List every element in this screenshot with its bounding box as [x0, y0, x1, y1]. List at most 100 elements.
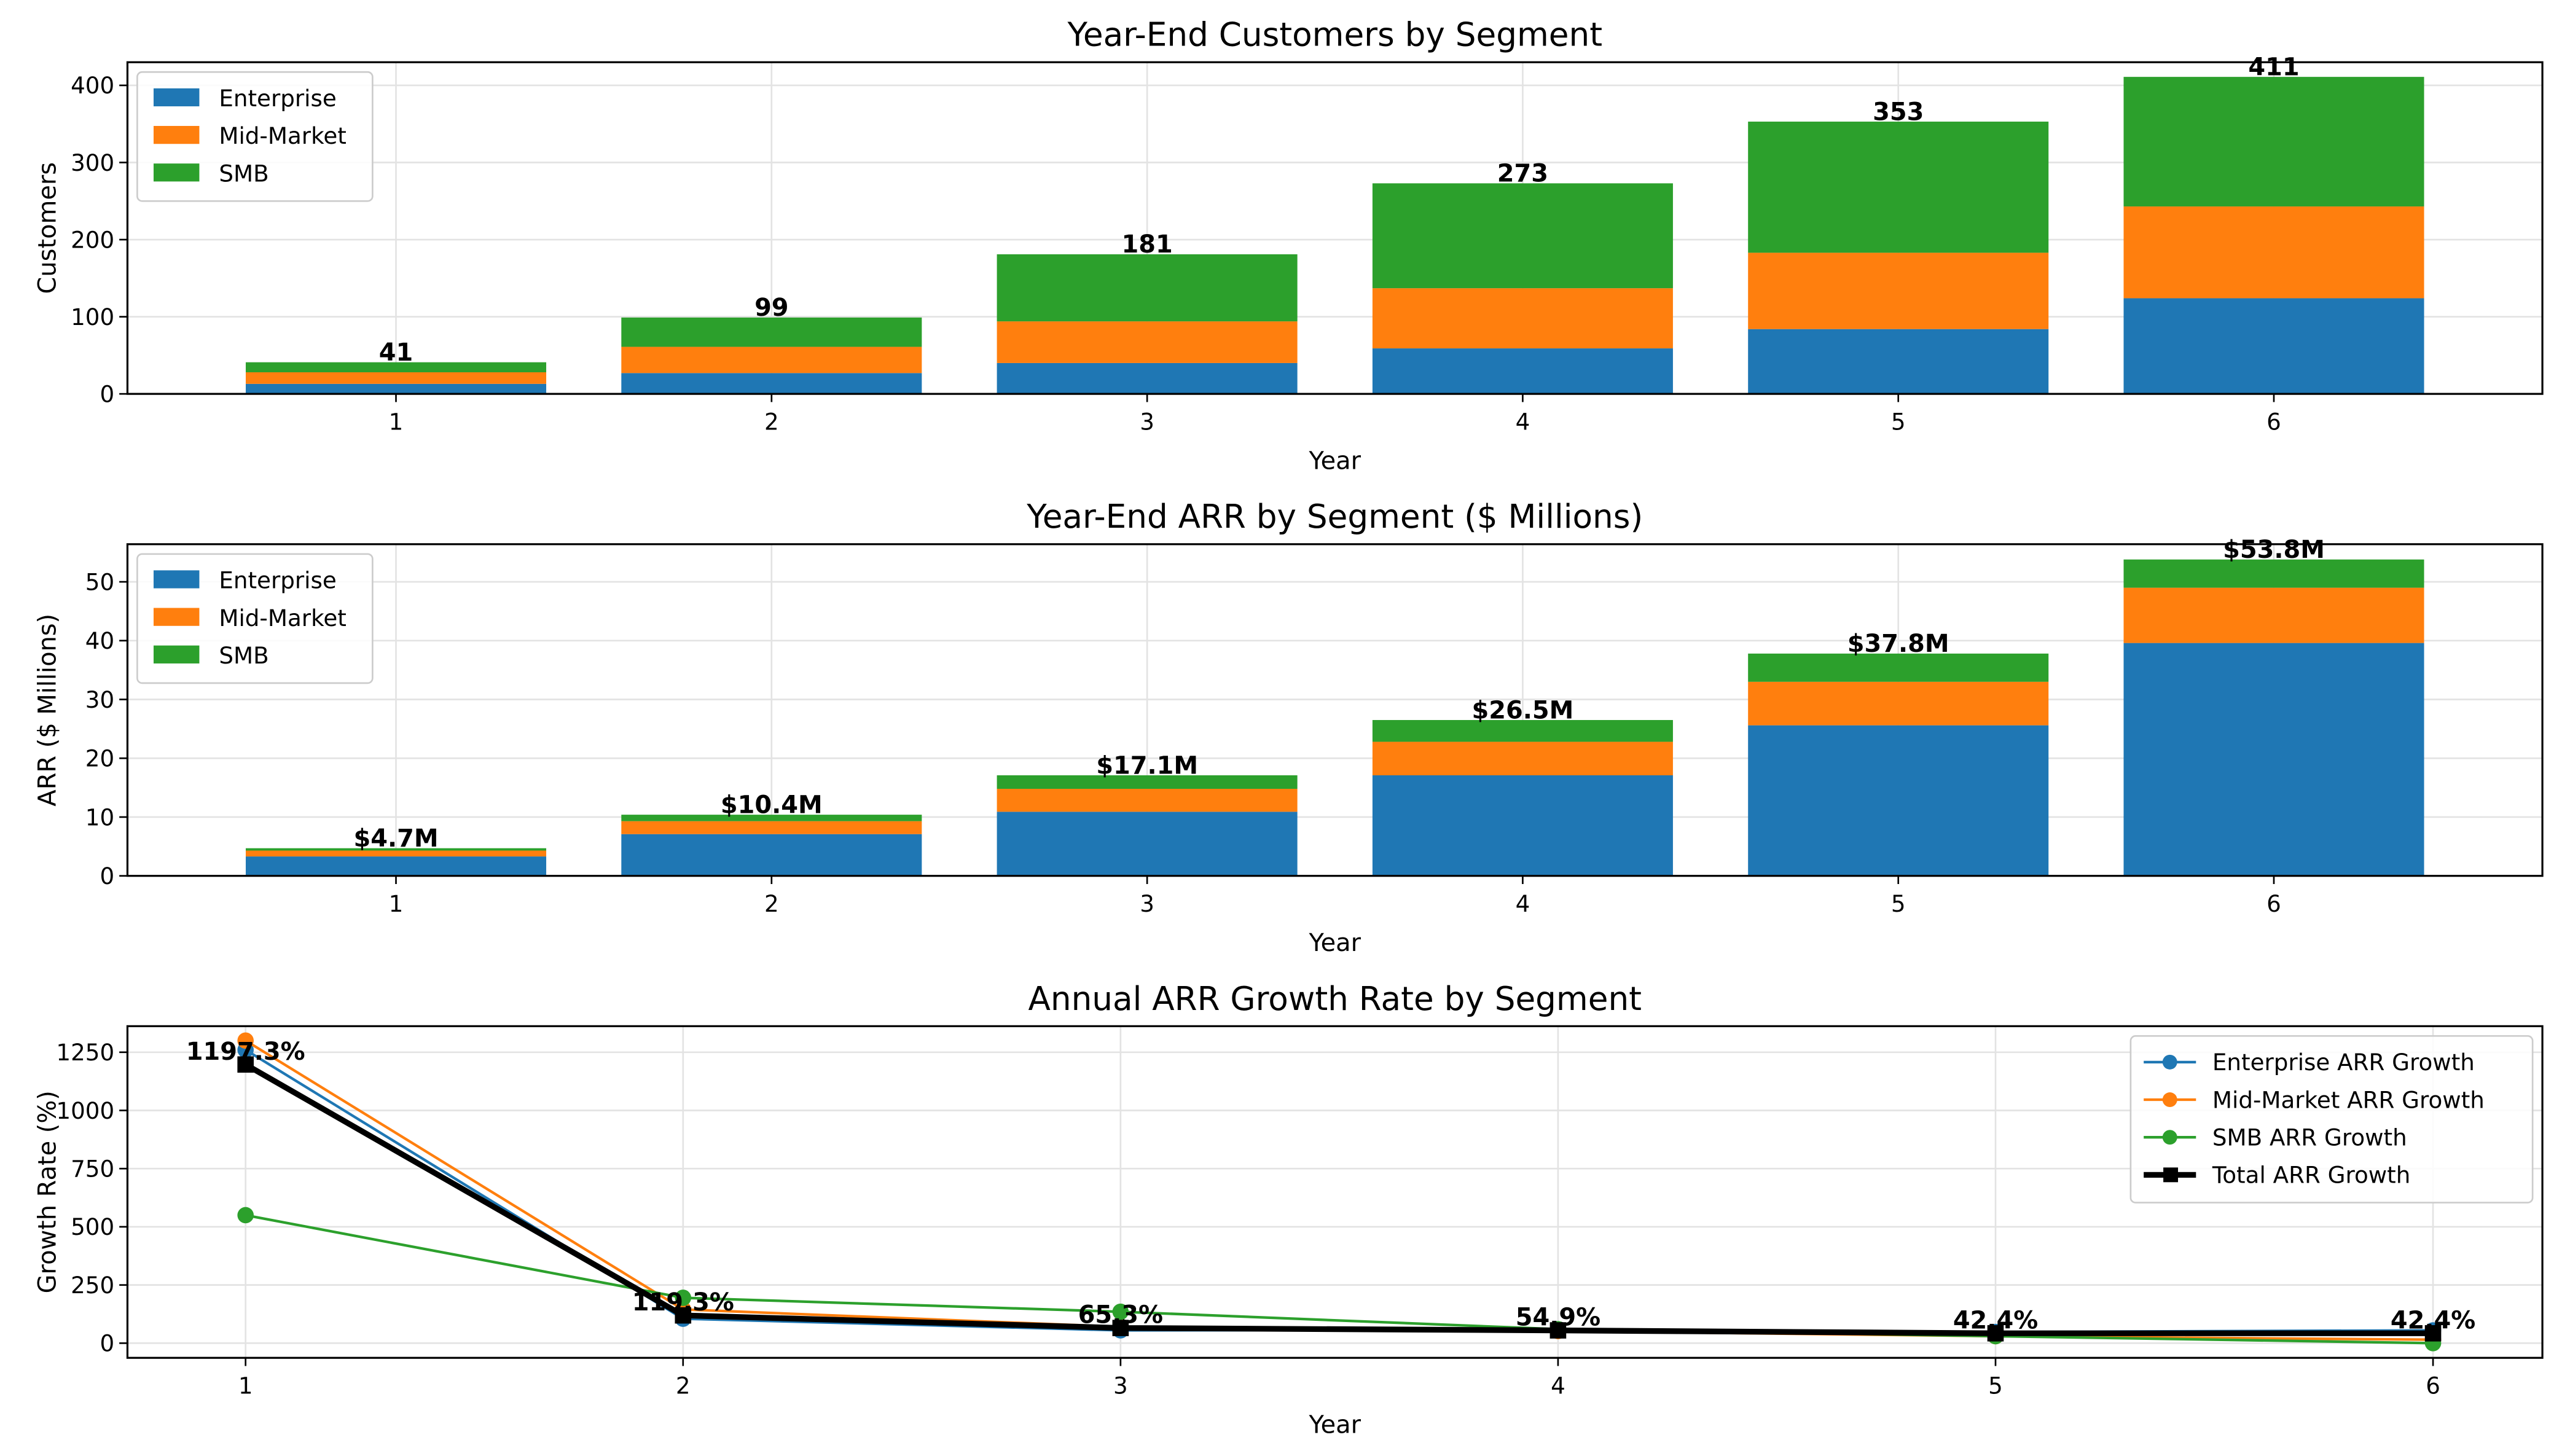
y-axis-label: Growth Rate (%): [33, 1090, 61, 1293]
bar-segment: [997, 775, 1298, 789]
y-tick-label: 100: [71, 303, 114, 331]
legend-label: Enterprise: [219, 567, 336, 594]
series-line: [244, 1062, 2434, 1336]
bar-segment: [621, 317, 922, 347]
value-label: 119.3%: [632, 1288, 734, 1317]
y-tick-label: 30: [85, 686, 114, 713]
x-tick-label: 4: [1551, 1372, 1565, 1399]
legend-label: SMB: [219, 160, 268, 187]
point: [1112, 1320, 1129, 1336]
legend-label: Total ARR Growth: [2212, 1162, 2410, 1189]
total-label: $26.5M: [1472, 696, 1574, 724]
bar-segment: [997, 362, 1298, 394]
bar-segment: [1748, 725, 2049, 876]
legend-swatch: [153, 645, 200, 663]
total-label: $37.8M: [1847, 630, 1949, 658]
total-label: $4.7M: [353, 824, 438, 853]
legend-box: [2129, 1035, 2534, 1204]
axes-frame: [126, 543, 2544, 877]
legend-label: Mid-Market: [219, 122, 346, 149]
bar-segment: [2123, 206, 2424, 299]
x-tick-label: 2: [764, 409, 779, 436]
y-tick-label: 300: [71, 149, 114, 176]
legend-swatch: [153, 88, 200, 107]
bar-segment: [621, 834, 922, 876]
x-tick-label: 4: [1516, 890, 1530, 917]
chart-title: Year-End Customers by Segment: [1067, 16, 1602, 54]
bar-segment: [2123, 587, 2424, 643]
y-tick-label: 750: [71, 1156, 114, 1183]
y-tick-label: 200: [71, 226, 114, 253]
bar-segment: [245, 383, 547, 394]
series-line: [245, 1049, 2434, 1334]
bar-segment: [1748, 681, 2049, 726]
legend: Enterprise Mid-Market SMB: [136, 71, 374, 202]
total-label: 99: [754, 294, 789, 322]
point: [2424, 1325, 2442, 1342]
point: [1549, 1322, 1567, 1339]
bar-segment: [621, 815, 922, 821]
y-tick-label: 500: [71, 1213, 114, 1240]
point: [1987, 1325, 2004, 1342]
x-axis-label: Year: [1309, 447, 1361, 475]
bar-segment: [997, 789, 1298, 812]
bar-segment: [1372, 348, 1673, 394]
x-tick-label: 2: [764, 890, 779, 917]
legend-label: Enterprise ARR Growth: [2212, 1049, 2475, 1076]
x-tick-label: 6: [2426, 1372, 2440, 1399]
bar-segment: [1748, 329, 2049, 394]
y-tick-label: 20: [85, 745, 114, 772]
chart-title: Year-End ARR by Segment ($ Millions): [1026, 498, 1643, 536]
y-tick-label: 250: [71, 1272, 114, 1299]
legend-label: SMB ARR Growth: [2212, 1124, 2407, 1151]
legend-label: Mid-Market: [219, 605, 346, 632]
y-tick-label: 10: [85, 804, 114, 831]
bar-segment: [1748, 252, 2049, 329]
y-tick-label: 50: [85, 568, 114, 595]
legend-marker: [2162, 1092, 2177, 1107]
x-tick-label: 1: [389, 409, 404, 436]
y-axis-label: ARR ($ Millions): [33, 614, 61, 807]
bar-segment: [621, 821, 922, 834]
x-tick-label: 1: [389, 890, 404, 917]
legend-label: SMB: [219, 642, 268, 669]
bar-segment: [245, 372, 547, 384]
bar-segment: [245, 856, 547, 876]
legend-marker: [2162, 1054, 2177, 1070]
legend-label: Mid-Market ARR Growth: [2212, 1086, 2485, 1113]
legend-swatch: [153, 125, 200, 144]
x-tick-label: 4: [1516, 409, 1530, 436]
total-label: 181: [1121, 230, 1172, 259]
total-label: 273: [1497, 160, 1548, 188]
bar-segment: [621, 373, 922, 394]
x-tick-label: 3: [1140, 409, 1154, 436]
legend-marker: [2162, 1130, 2177, 1145]
total-label: 41: [379, 339, 413, 367]
point: [675, 1307, 692, 1324]
bar-segment: [2123, 643, 2424, 876]
bar-segment: [1372, 720, 1673, 742]
bar-segment: [997, 812, 1298, 876]
x-tick-label: 3: [1140, 890, 1154, 917]
legend-label: Enterprise: [219, 85, 336, 112]
y-tick-label: 400: [71, 72, 114, 99]
bar-segment: [245, 850, 547, 857]
y-tick-label: 1000: [56, 1097, 114, 1124]
total-label: $53.8M: [2223, 536, 2325, 564]
value-label: 42.4%: [2391, 1306, 2475, 1334]
value-label: 1197.3%: [186, 1038, 305, 1066]
axes-frame: [126, 61, 2544, 395]
total-label: $17.1M: [1096, 751, 1198, 780]
value-label: 54.9%: [1516, 1304, 1600, 1332]
legend: Enterprise ARR Growth Mid-Market ARR Grow…: [2129, 1035, 2534, 1204]
x-axis-label: Year: [1309, 1411, 1361, 1439]
bar-segment: [1372, 775, 1673, 876]
x-tick-label: 1: [238, 1372, 253, 1399]
bar-segment: [1748, 653, 2049, 682]
legend-swatch: [153, 570, 200, 589]
legend-swatch: [153, 163, 200, 182]
bar-segment: [1372, 742, 1673, 775]
value-label: 65.3%: [1078, 1301, 1163, 1329]
